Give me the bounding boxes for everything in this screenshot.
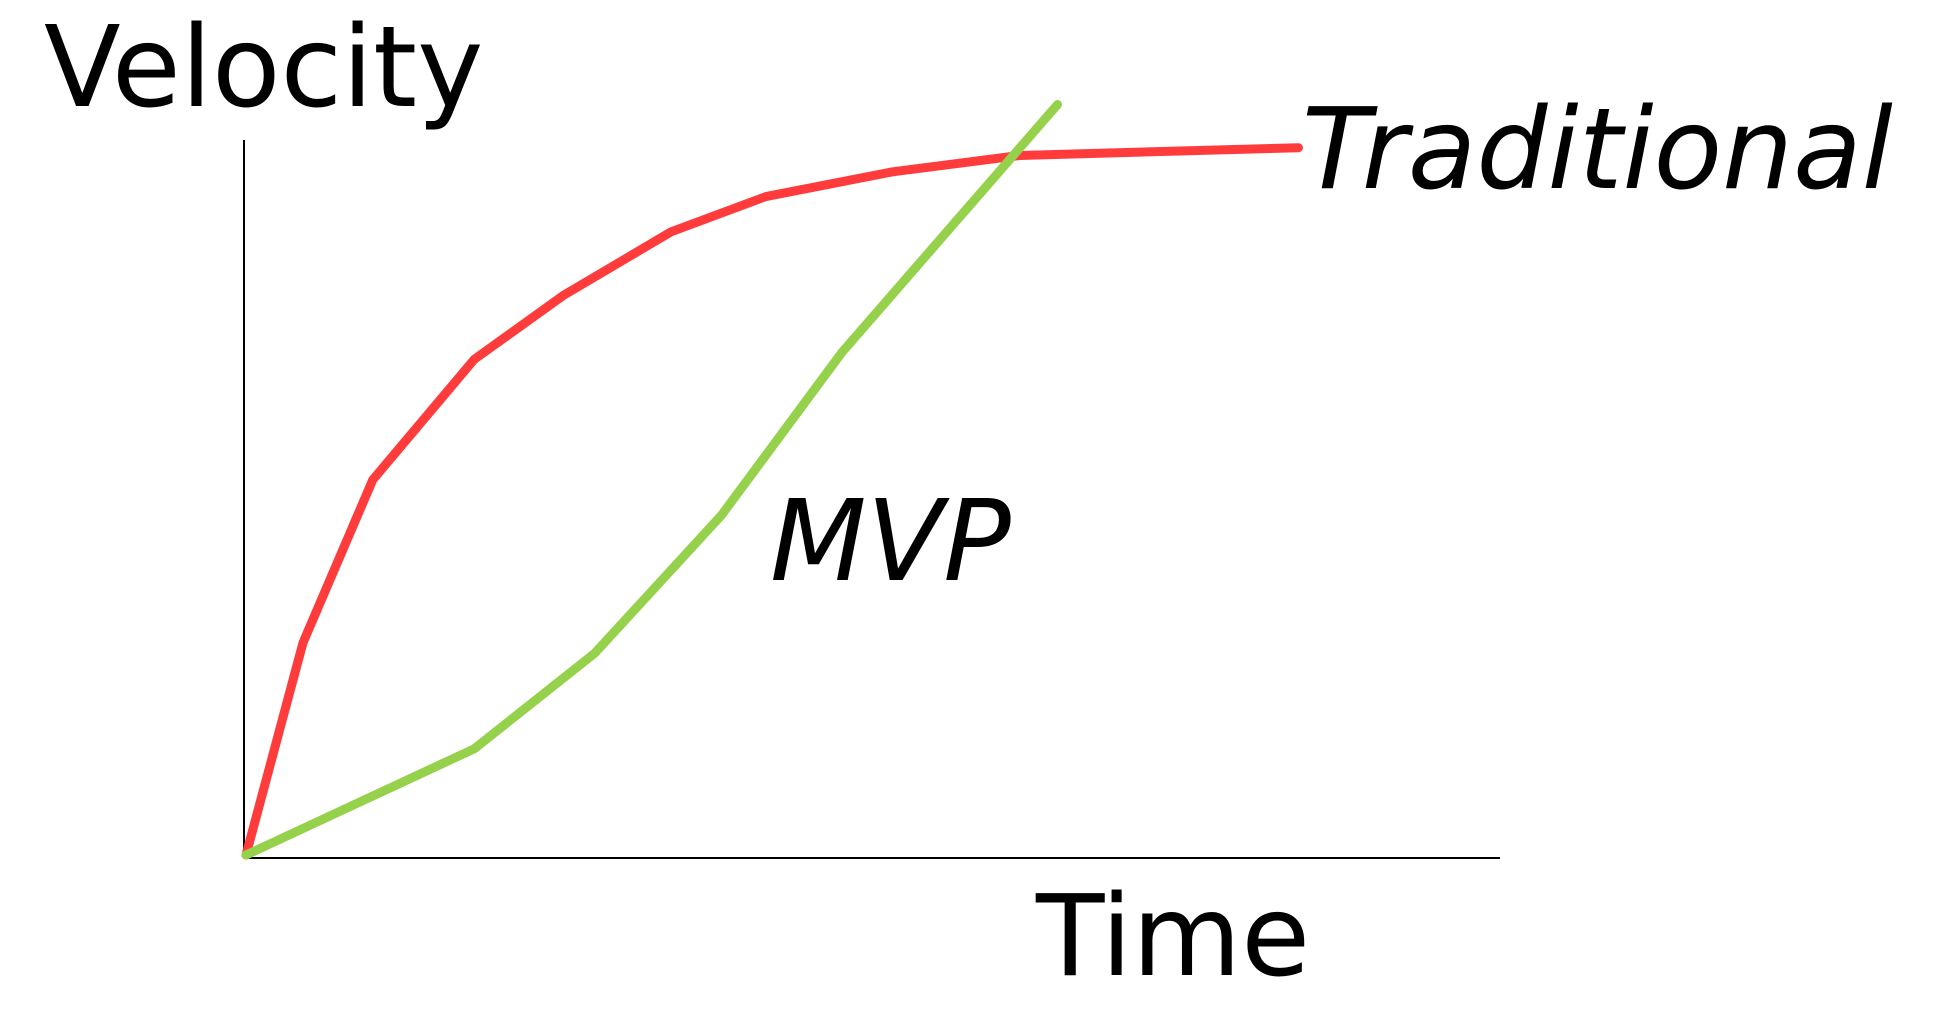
series-label-traditional: Traditional [1302,85,1893,215]
series-line-mvp [241,100,1063,860]
series-group [241,100,1303,860]
series-label-mvp: MVP [770,477,1011,607]
x-axis-label: Time [1035,872,1310,1002]
y-axis-label: Velocity [44,3,483,133]
series-line-traditional [241,143,1303,860]
